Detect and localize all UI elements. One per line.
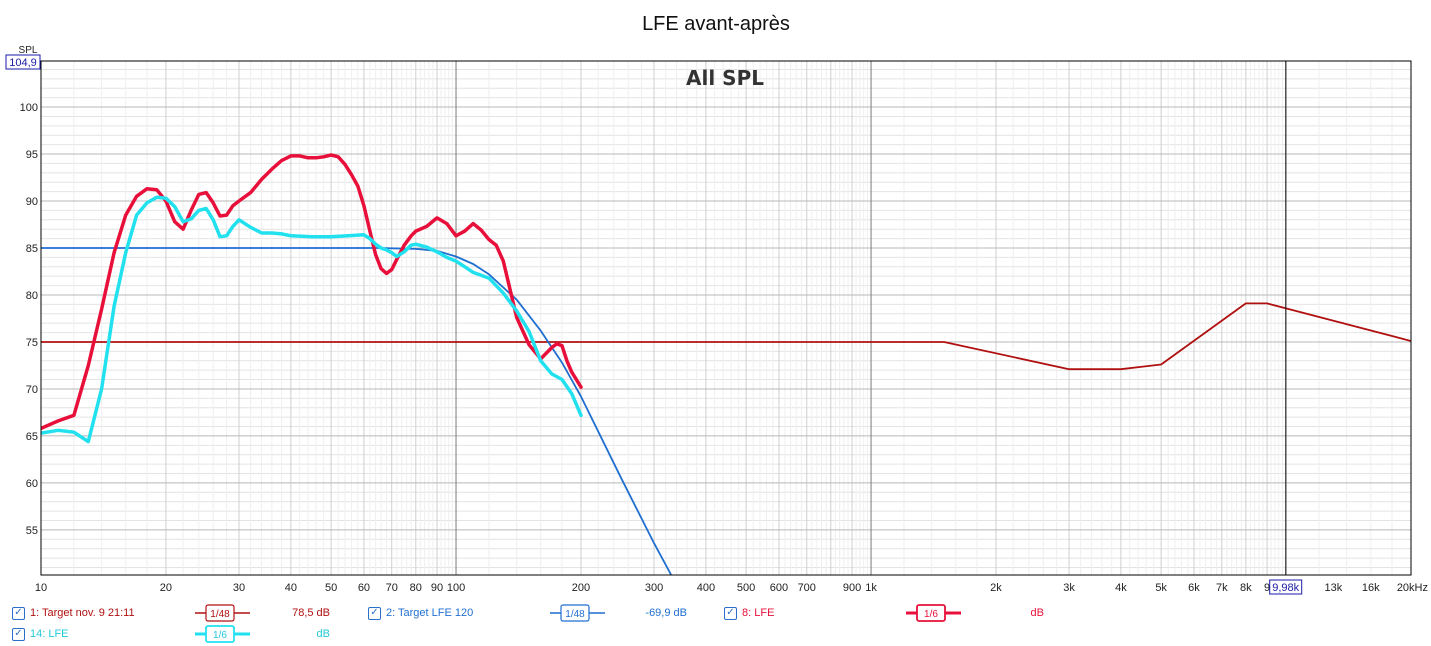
y-tick-label: 85 — [26, 243, 38, 255]
legend-label: 8: LFE — [742, 607, 775, 619]
legend-item-lfe-8[interactable]: ✓ 8: LFE — [724, 604, 774, 622]
x-tick-label: 90 — [431, 582, 443, 594]
x-tick-label: 600 — [770, 582, 788, 594]
x-tick-label: 8k — [1240, 582, 1252, 594]
y-tick-label: 60 — [26, 478, 38, 490]
x-tick-label: 3k — [1063, 582, 1075, 594]
checkbox-icon[interactable]: ✓ — [368, 606, 381, 620]
x-tick-label: 1k — [865, 582, 877, 594]
smoothing-label: 1/6 — [924, 609, 938, 620]
x-tick-label: 20kHz — [1397, 582, 1428, 594]
x-tick-label: 16k — [1362, 582, 1380, 594]
x-tick-label: 4k — [1115, 582, 1127, 594]
y-tick-label: 70 — [26, 384, 38, 396]
legend-label: 14: LFE — [30, 628, 69, 640]
x-tick-label: 70 — [386, 582, 398, 594]
checkbox-icon[interactable]: ✓ — [12, 606, 25, 620]
smoothing-label: 1/6 — [213, 630, 227, 641]
x-tick-label: 50 — [325, 582, 337, 594]
series-line-2 — [41, 247, 673, 575]
x-tick-label: 10 — [35, 582, 47, 594]
y-tick-label: 65 — [26, 431, 38, 443]
legend-item-target-lfe[interactable]: ✓ 2: Target LFE 120 — [368, 604, 473, 622]
legend-swatch-lfe-14[interactable]: 1/6 — [195, 625, 250, 643]
y-tick-label: 90 — [26, 196, 38, 208]
legend-value: dB — [1030, 607, 1044, 619]
x-tick-label: 200 — [572, 582, 590, 594]
series-line-1 — [41, 302, 1411, 371]
x-tick-label: 40 — [285, 582, 297, 594]
legend-swatch-target-nov[interactable]: 1/48 — [195, 604, 250, 622]
chart-title: LFE avant-après — [642, 13, 790, 35]
legend-swatch-lfe-8[interactable]: 1/6 — [906, 604, 961, 622]
x-tick-label: 900 — [843, 582, 861, 594]
legend-swatch-target-lfe[interactable]: 1/48 — [550, 604, 605, 622]
y-tick-label: 100 — [20, 102, 38, 114]
legend-item-lfe-14[interactable]: ✓ 14: LFE — [12, 625, 69, 643]
legend-label: 2: Target LFE 120 — [386, 607, 474, 619]
plot-frame — [40, 60, 1412, 576]
x-tick-label: 20 — [160, 582, 172, 594]
x-tick-label: 700 — [798, 582, 816, 594]
series-line-3 — [41, 153, 583, 431]
y-tick-label: 95 — [26, 149, 38, 161]
series-line-4 — [41, 195, 583, 444]
y-cursor-label: 104,9 — [9, 57, 37, 69]
series-layer — [41, 153, 1411, 575]
chart-subtitle: All SPL — [686, 66, 764, 90]
x-tick-label: 5k — [1155, 582, 1167, 594]
y-tick-label: 75 — [26, 337, 38, 349]
x-tick-label: 60 — [358, 582, 370, 594]
x-tick-label: 300 — [645, 582, 663, 594]
chart-ylabel: SPL — [19, 45, 38, 56]
checkbox-icon[interactable]: ✓ — [724, 606, 737, 620]
checkbox-icon[interactable]: ✓ — [12, 627, 25, 641]
grid-minor — [40, 61, 1412, 575]
x-axis-ticks: 10 20 30 40 50 60 70 80 90 100 200 300 400 500 600 700 9… — [35, 582, 1428, 594]
x-tick-label: 13k — [1324, 582, 1342, 594]
x-cursor-label: 9,98k — [1272, 582, 1299, 594]
smoothing-label: 1/48 — [210, 609, 230, 620]
y-tick-label: 80 — [26, 290, 38, 302]
legend-item-target-nov[interactable]: ✓ 1: Target nov. 9 21:11 — [12, 604, 135, 622]
legend-value: dB — [316, 628, 330, 640]
x-tick-label: 7k — [1216, 582, 1228, 594]
legend-row-2: ✓ 14: LFE 1/6 dB — [0, 625, 1431, 643]
x-tick-label: 2k — [990, 582, 1002, 594]
y-axis-ticks: 55 60 65 70 75 80 85 90 95 100 — [20, 102, 38, 537]
x-cursor-readout[interactable]: 9,98k — [1269, 579, 1303, 595]
legend-value: -69,9 dB — [645, 607, 687, 619]
y-tick-label: 55 — [26, 525, 38, 537]
legend-row-1: ✓ 1: Target nov. 9 21:11 1/48 78,5 dB ✓ … — [0, 604, 1431, 622]
smoothing-label: 1/48 — [565, 609, 585, 620]
x-tick-label: 400 — [697, 582, 715, 594]
x-tick-label: 500 — [737, 582, 755, 594]
legend-label: 1: Target nov. 9 21:11 — [30, 607, 135, 619]
x-tick-label: 80 — [410, 582, 422, 594]
spl-chart: LFE avant-après SPL 55 60 65 70 75 80 85 90 95 10… — [5, 13, 1428, 595]
x-tick-label: 6k — [1188, 582, 1200, 594]
x-tick-label: 9 — [1264, 582, 1270, 594]
x-tick-label: 30 — [233, 582, 245, 594]
legend-value: 78,5 dB — [292, 607, 330, 619]
y-cursor-readout[interactable]: 104,9 — [5, 54, 41, 70]
x-tick-label: 100 — [447, 582, 465, 594]
